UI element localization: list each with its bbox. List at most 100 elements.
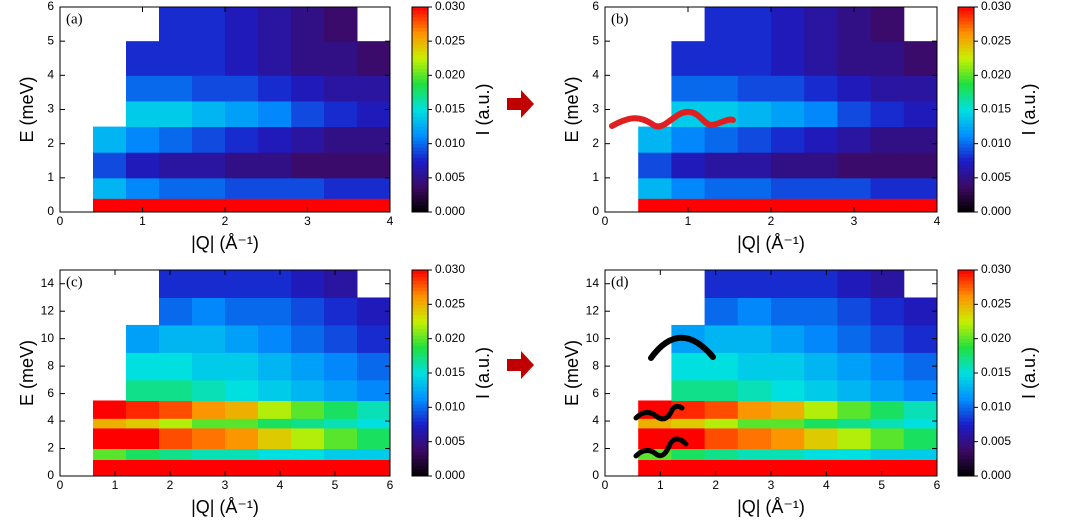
colorbar-segment [958,335,974,340]
colorbar-segment [412,441,428,446]
colorbar-segment [412,68,428,73]
x-axis-label: |Q| (Å⁻¹) [191,233,259,253]
heat-cell [704,198,739,213]
heat-cell [870,7,905,42]
colorbar-segment [412,276,428,281]
colorbar-tick-label: 0.005 [435,434,465,448]
heat-cell [258,379,292,401]
colorbar-segment [958,307,974,312]
heat-cell [638,152,672,179]
colorbar-segment [412,410,428,415]
x-axis-label: |Q| (Å⁻¹) [191,497,259,517]
heat-cell [870,297,905,326]
colorbar-tick-label: 0.025 [981,297,1011,311]
colorbar-segment [412,386,428,391]
colorbar-segment [958,324,974,329]
y-tick-label: 10 [586,331,600,345]
colorbar-segment [412,99,428,104]
colorbar-segment [412,383,428,388]
colorbar-segment [412,283,428,288]
colorbar-segment [412,379,428,384]
colorbar-segment [412,273,428,278]
colorbar-segment [412,421,428,425]
x-tick-label: 3 [222,478,229,492]
heat-cell [291,427,325,450]
colorbar-segment [412,307,428,312]
colorbar-segment [412,147,428,151]
heat-cell [192,297,226,326]
y-tick-label: 10 [41,331,55,345]
heat-cell [192,459,226,477]
x-tick-label: 4 [387,214,394,228]
heat-cell [258,152,292,179]
colorbar-segment [958,188,974,192]
heat-cell [704,418,739,429]
heat-cell [126,324,160,353]
heat-cell [903,198,938,213]
heat-cell [870,427,905,450]
heat-cell [737,41,772,76]
x-tick-label: 6 [934,478,941,492]
colorbar-segment [412,407,428,412]
colorbar-segment [412,434,428,439]
colorbar-segment [412,7,428,11]
heat-cell [837,198,872,213]
heat-cell [225,41,259,76]
heat-cell [357,459,391,477]
heat-cell [324,41,358,76]
heat-cell [225,400,259,419]
y-tick-label: 1 [592,170,599,184]
heat-cell [704,126,739,153]
colorbar-label: I (a.u.) [1019,347,1039,399]
dispersion-mark [609,108,736,130]
heat-cell [704,324,739,353]
colorbar-segment [958,386,974,391]
heat-cell [192,418,226,429]
colorbar-segment [412,348,428,353]
heat-cell [903,100,938,128]
colorbar-segment [958,362,974,367]
colorbar-tick-label: 0.015 [435,102,465,116]
x-tick-label: 0 [602,478,609,492]
colorbar-segment [412,424,428,429]
heat-cell [671,459,706,477]
colorbar-segment [412,92,428,97]
heat-cell [225,100,259,128]
heat-cell [671,427,706,450]
heat-cell [159,400,193,419]
heat-cell [903,418,938,429]
colorbar-segment [958,143,974,148]
colorbar-segment [958,458,974,463]
colorbar-segment [412,352,428,357]
colorbar-segment [412,41,428,46]
colorbar-segment [958,455,974,460]
colorbar-segment [412,13,428,18]
colorbar-segment [958,304,974,309]
colorbar-segment [958,30,974,35]
colorbar-segment [412,95,428,100]
x-tick-label: 2 [222,214,229,228]
colorbar-segment [412,362,428,367]
heat-cell [357,152,391,179]
heat-cell [159,459,193,477]
colorbar-segment [412,130,428,134]
heat-cell [804,427,838,450]
colorbar-segment [412,287,428,292]
colorbar-tick-label: 0.015 [435,365,465,379]
colorbar-segment [958,95,974,100]
colorbar-segment [958,194,974,199]
heat-cell [225,324,259,353]
heat-cell [357,198,391,213]
colorbar-segment [958,164,974,169]
heat-cell [804,100,838,128]
heat-cell [903,352,938,381]
colorbar-segment [958,448,974,453]
heat-cell [870,100,905,128]
heat-cell [903,177,938,199]
heat-cell [159,7,193,42]
heat-cell [771,126,805,153]
heat-cell [638,126,672,153]
heat-cell [126,100,160,128]
colorbar-segment [958,383,974,388]
